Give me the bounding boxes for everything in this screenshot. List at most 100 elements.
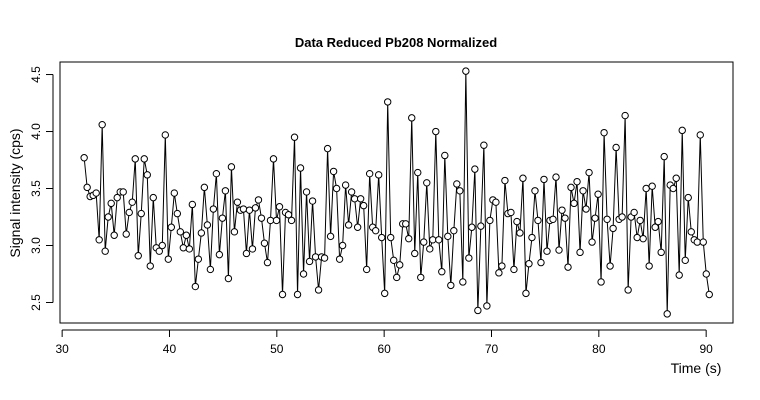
data-point	[98, 120, 106, 129]
data-point	[353, 223, 362, 231]
x-axis-label: Time (s)	[671, 360, 722, 376]
x-tick-label: 80	[592, 342, 606, 356]
data-point	[269, 155, 278, 163]
data-point	[371, 226, 380, 235]
plot-box	[59, 61, 734, 324]
data-point	[447, 281, 455, 290]
data-point	[531, 187, 539, 195]
data-point	[326, 232, 335, 241]
data-point	[474, 306, 482, 315]
data-point	[92, 189, 100, 197]
data-point	[405, 234, 413, 243]
data-point	[633, 233, 641, 242]
data-point	[618, 213, 626, 221]
data-point	[672, 174, 680, 182]
data-point	[648, 182, 656, 190]
data-point	[432, 127, 440, 136]
data-point	[143, 171, 151, 179]
data-point	[603, 215, 611, 223]
data-point	[639, 234, 647, 243]
data-point	[344, 221, 353, 229]
data-point	[492, 198, 500, 206]
data-point	[347, 188, 356, 196]
data-point	[284, 211, 293, 219]
data-point	[591, 214, 599, 222]
x-tick-label: 50	[270, 342, 284, 356]
data-point	[314, 286, 323, 294]
data-point	[350, 195, 359, 203]
x-tick-label: 90	[699, 342, 713, 356]
data-point	[444, 232, 452, 241]
data-point	[567, 183, 575, 192]
data-point	[194, 255, 203, 263]
data-point	[693, 238, 701, 246]
data-point	[308, 197, 317, 205]
data-point	[588, 238, 596, 246]
data-point	[122, 230, 130, 238]
data-point	[125, 208, 133, 217]
data-point	[224, 274, 233, 283]
data-point	[137, 209, 145, 218]
x-tick-label: 40	[163, 342, 177, 356]
data-point	[356, 195, 365, 203]
data-point	[149, 193, 157, 202]
data-point	[513, 217, 521, 226]
data-point	[564, 263, 572, 271]
data-point	[393, 273, 401, 282]
data-point	[654, 217, 662, 226]
data-point	[296, 164, 305, 172]
data-point	[95, 236, 103, 244]
data-point	[495, 269, 503, 277]
data-point	[483, 302, 491, 310]
data-point	[215, 250, 224, 259]
y-tick-label: 4.5	[29, 66, 43, 83]
data-point	[600, 128, 608, 137]
data-point	[525, 260, 533, 268]
data-point	[558, 206, 566, 214]
data-point	[549, 215, 557, 223]
data-point	[387, 233, 395, 242]
data-point	[131, 155, 139, 163]
data-point	[459, 278, 467, 286]
data-point	[462, 67, 470, 75]
data-point	[486, 216, 494, 225]
data-point	[657, 248, 665, 257]
data-point	[534, 216, 542, 225]
data-point	[167, 223, 176, 231]
data-point	[585, 168, 593, 177]
data-point	[642, 184, 650, 193]
data-point	[552, 173, 560, 181]
data-point	[537, 258, 545, 267]
data-point	[636, 216, 644, 225]
data-point	[332, 184, 341, 193]
data-point	[669, 184, 677, 193]
data-point	[233, 198, 242, 206]
data-point	[323, 144, 332, 153]
data-point	[561, 214, 569, 222]
x-tick-label: 30	[55, 342, 69, 356]
data-point	[161, 131, 169, 139]
y-tick-label: 2.5	[29, 294, 43, 311]
data-point	[158, 241, 166, 250]
data-point	[239, 205, 248, 213]
data-point	[582, 205, 590, 213]
data-point	[377, 233, 386, 242]
data-point	[678, 126, 686, 135]
data-point	[396, 261, 404, 269]
data-point	[287, 216, 296, 225]
data-point	[179, 244, 188, 252]
data-point	[110, 231, 118, 239]
data-point	[338, 241, 347, 250]
data-point	[242, 249, 251, 258]
x-tick-label: 70	[485, 342, 499, 356]
data-point	[164, 255, 173, 263]
data-point	[573, 177, 581, 186]
data-point	[209, 205, 218, 213]
data-point	[302, 188, 311, 196]
data-point	[417, 273, 425, 282]
data-point	[329, 167, 338, 176]
data-point	[465, 254, 473, 262]
data-point	[705, 290, 713, 299]
data-point	[260, 239, 269, 247]
